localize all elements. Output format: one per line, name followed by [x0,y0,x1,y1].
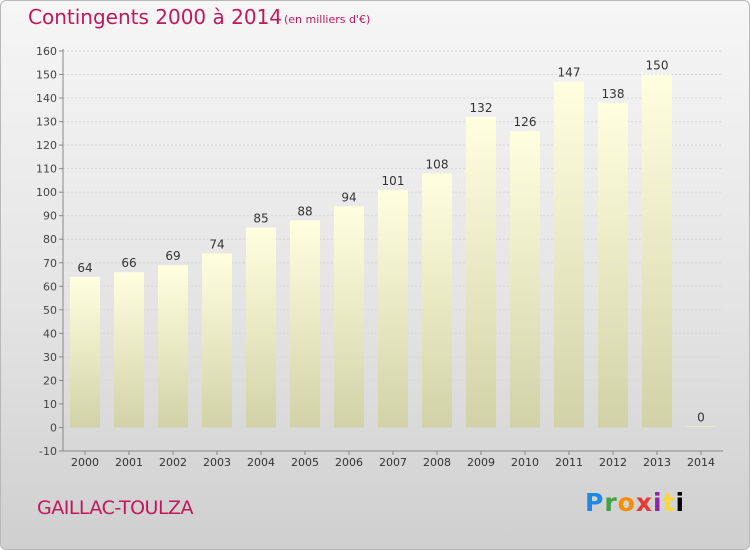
bar-value-label: 66 [121,256,136,270]
x-tick-label: 2005 [291,456,319,469]
bar-value-label: 101 [382,174,405,188]
x-tick-label: 2006 [335,456,363,469]
bar [598,102,628,428]
bar [70,276,100,428]
y-tick-label: 60 [43,280,57,293]
logo-letter: i [675,488,686,517]
bar [642,74,672,428]
bar [510,131,540,428]
bar-value-label: 64 [77,261,92,275]
bar-value-label: 147 [558,66,581,80]
bar [334,206,364,428]
logo-letter: P [585,488,605,517]
y-tick-label: 100 [36,186,57,199]
bar [202,253,232,428]
bar-value-label: 132 [470,101,493,115]
y-tick-label: 120 [36,139,57,152]
y-tick-label: 130 [36,116,57,129]
x-tick-label: 2010 [511,456,539,469]
x-tick-label: 2014 [687,456,715,469]
bar-value-label: 150 [646,59,669,73]
y-tick-label: 140 [36,92,57,105]
y-tick-label: 30 [43,351,57,364]
y-tick-label: 150 [36,69,57,82]
x-tick-label: 2011 [555,456,583,469]
x-tick-label: 2009 [467,456,495,469]
y-tick-label: 110 [36,163,57,176]
bar-value-label: 138 [602,87,625,101]
y-tick-label: 80 [43,233,57,246]
x-tick-label: 2000 [71,456,99,469]
x-tick-label: 2013 [643,456,671,469]
bar [114,272,144,428]
bar [686,426,716,428]
logo-letter: i [653,488,663,517]
bar [378,189,408,428]
logo-letter: x [635,488,653,517]
bar [158,265,188,428]
x-tick-label: 2003 [203,456,231,469]
bar [422,173,452,428]
logo-letter: o [617,488,636,517]
bar-value-label: 74 [209,237,224,251]
y-tick-label: 90 [43,210,57,223]
commune-name: GAILLAC-TOULZA [37,497,194,519]
x-tick-label: 2004 [247,456,275,469]
bar-value-label: 108 [426,157,449,171]
y-tick-label: -10 [39,445,57,458]
y-tick-label: 10 [43,398,57,411]
bar-value-label: 0 [697,410,705,424]
y-tick-label: 40 [43,327,57,340]
bar [554,81,584,428]
x-tick-label: 2008 [423,456,451,469]
x-tick-label: 2012 [599,456,627,469]
x-tick-label: 2002 [159,456,187,469]
bar-value-label: 94 [341,190,356,204]
y-tick-label: 70 [43,257,57,270]
x-tick-label: 2007 [379,456,407,469]
y-tick-label: 0 [50,421,57,434]
logo-letter: t [662,488,676,517]
y-tick-label: 20 [43,374,57,387]
logo-letter: r [604,488,618,517]
chart-subtitle: (en milliers d'€) [284,13,371,26]
bar-value-label: 126 [514,115,537,129]
x-tick-label: 2001 [115,456,143,469]
bar-value-label: 69 [165,249,180,263]
bar [246,227,276,428]
bar-value-label: 88 [297,204,312,218]
proxiti-logo: Proxiti [585,488,685,517]
bar [466,116,496,428]
bar-value-label: 85 [253,211,268,225]
chart-title: Contingents 2000 à 2014 [28,5,283,29]
bar [290,220,320,428]
y-tick-label: 50 [43,304,57,317]
y-tick-label: 160 [36,45,57,58]
